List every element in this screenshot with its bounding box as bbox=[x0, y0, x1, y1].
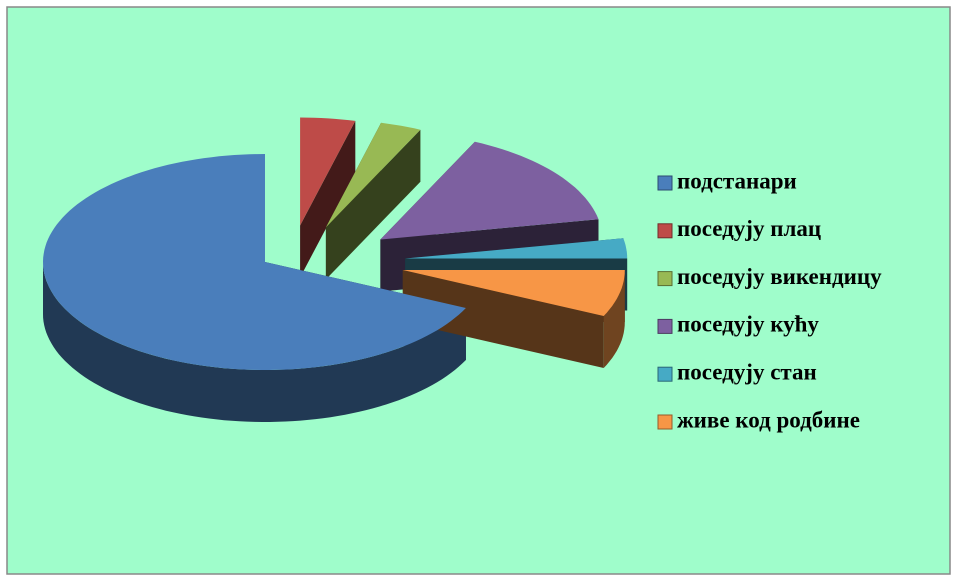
slice bbox=[325, 122, 421, 228]
legend-swatch bbox=[657, 318, 673, 334]
legend: подстанари поседују плац поседују викендиц… bbox=[657, 168, 882, 432]
slice bbox=[402, 270, 625, 316]
legend-label: поседују стан bbox=[677, 359, 817, 384]
slice bbox=[380, 141, 599, 240]
slice-side bbox=[325, 129, 421, 280]
legend-swatch bbox=[657, 414, 673, 430]
slice-side bbox=[603, 270, 625, 368]
legend-swatch bbox=[657, 366, 673, 382]
legend-label: поседују викендицу bbox=[677, 264, 882, 289]
legend-label: поседују плац bbox=[677, 216, 821, 241]
slice-side bbox=[43, 262, 466, 422]
legend-label: поседују кућу bbox=[677, 312, 819, 337]
slice bbox=[43, 154, 466, 370]
legend-label: живе код родбине bbox=[677, 407, 860, 432]
legend-label: подстанари bbox=[677, 168, 797, 193]
pie bbox=[43, 117, 628, 422]
slice-side bbox=[300, 120, 356, 278]
slice bbox=[300, 117, 356, 226]
legend-swatch bbox=[657, 271, 673, 287]
slice bbox=[405, 238, 628, 259]
legend-swatch bbox=[657, 223, 673, 239]
legend-swatch bbox=[657, 175, 673, 191]
slice-side bbox=[402, 270, 604, 368]
